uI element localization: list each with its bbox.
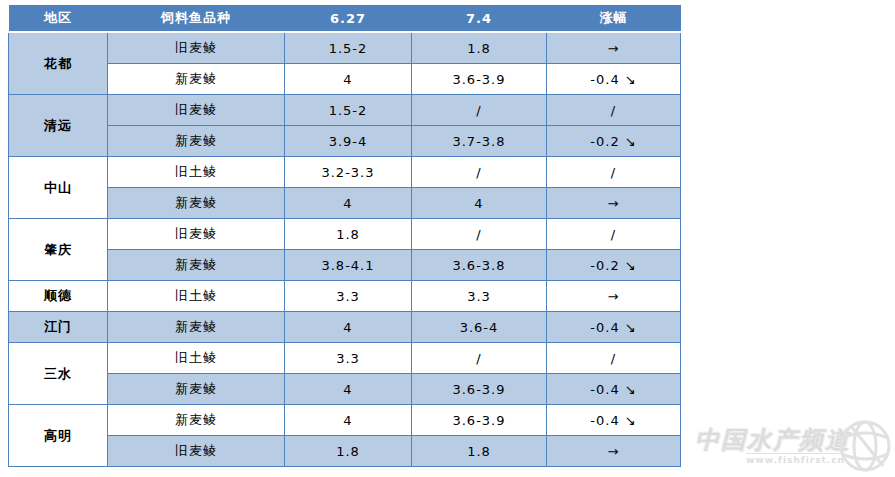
table-row: 肇庆旧麦鲮1.8// [9,219,681,250]
price-627-cell: 1.5-2 [285,32,412,64]
price-627-cell: 1.5-2 [285,95,412,126]
price-74-cell: 3.6-3.9 [412,64,547,95]
variety-cell: 新麦鲮 [108,126,285,157]
price-74-cell: 4 [412,188,547,219]
table-row: 中山旧土鲮3.2-3.3// [9,157,681,188]
change-cell: -0.2 ↘ [547,126,681,157]
price-74-cell: 1.8 [412,32,547,64]
price-627-cell: 4 [285,374,412,405]
fish-price-table: 地区 饲料鱼品种 6.27 7.4 涨幅 花都旧麦鲮1.5-21.8→新麦鲮43… [8,5,681,467]
region-cell: 肇庆 [9,219,108,281]
variety-cell: 新麦鲮 [108,250,285,281]
watermark: 中国水产频道 www.fishfirst.cn [695,418,893,474]
table-row: 江门新麦鲮43.6-4-0.4 ↘ [9,312,681,343]
price-627-cell: 3.2-3.3 [285,157,412,188]
table-row: 新麦鲮44→ [9,188,681,219]
change-cell: -0.4 ↘ [547,405,681,436]
price-627-cell: 4 [285,188,412,219]
table-row: 新麦鲮43.6-3.9-0.4 ↘ [9,64,681,95]
col-header-change: 涨幅 [547,5,681,32]
variety-cell: 旧麦鲮 [108,219,285,250]
region-cell: 中山 [9,157,108,219]
variety-cell: 旧麦鲮 [108,436,285,467]
price-74-cell: 3.6-3.9 [412,405,547,436]
watermark-url: www.fishfirst.cn [746,453,845,465]
region-cell: 顺德 [9,281,108,312]
variety-cell: 新麦鲮 [108,188,285,219]
change-cell: → [547,32,681,64]
variety-cell: 新麦鲮 [108,64,285,95]
table-row: 旧麦鲮1.81.8→ [9,436,681,467]
variety-cell: 旧土鲮 [108,281,285,312]
globe-icon [837,418,893,474]
region-cell: 江门 [9,312,108,343]
variety-cell: 旧麦鲮 [108,32,285,64]
price-627-cell: 4 [285,64,412,95]
price-74-cell: 3.7-3.8 [412,126,547,157]
variety-cell: 新麦鲮 [108,374,285,405]
price-74-cell: / [412,343,547,374]
region-cell: 清远 [9,95,108,157]
price-74-cell: / [412,219,547,250]
page: 地区 饲料鱼品种 6.27 7.4 涨幅 花都旧麦鲮1.5-21.8→新麦鲮43… [0,0,895,477]
table-row: 清远旧麦鲮1.5-2// [9,95,681,126]
change-cell: -0.4 ↘ [547,312,681,343]
change-cell: / [547,157,681,188]
price-74-cell: / [412,95,547,126]
region-cell: 花都 [9,32,108,95]
price-627-cell: 3.9-4 [285,126,412,157]
price-627-cell: 1.8 [285,219,412,250]
variety-cell: 旧麦鲮 [108,95,285,126]
col-header-date-74: 7.4 [412,5,547,32]
price-74-cell: 3.6-3.9 [412,374,547,405]
watermark-text-block: 中国水产频道 www.fishfirst.cn [695,428,851,465]
col-header-region: 地区 [9,5,108,32]
change-cell: -0.4 ↘ [547,374,681,405]
price-74-cell: 3.6-4 [412,312,547,343]
table-row: 顺德旧土鲮3.33.3→ [9,281,681,312]
change-cell: → [547,188,681,219]
table-row: 新麦鲮3.9-43.7-3.8-0.2 ↘ [9,126,681,157]
table-row: 花都旧麦鲮1.5-21.8→ [9,32,681,64]
price-74-cell: 1.8 [412,436,547,467]
price-627-cell: 4 [285,405,412,436]
variety-cell: 新麦鲮 [108,405,285,436]
change-cell: -0.2 ↘ [547,250,681,281]
price-74-cell: 3.6-3.8 [412,250,547,281]
price-627-cell: 3.8-4.1 [285,250,412,281]
price-627-cell: 4 [285,312,412,343]
header-row: 地区 饲料鱼品种 6.27 7.4 涨幅 [9,5,681,32]
col-header-variety: 饲料鱼品种 [108,5,285,32]
change-cell: -0.4 ↘ [547,64,681,95]
price-627-cell: 1.8 [285,436,412,467]
region-cell: 三水 [9,343,108,405]
change-cell: → [547,436,681,467]
col-header-date-627: 6.27 [285,5,412,32]
price-74-cell: 3.3 [412,281,547,312]
change-cell: / [547,95,681,126]
region-cell: 高明 [9,405,108,467]
change-cell: / [547,219,681,250]
change-cell: / [547,343,681,374]
variety-cell: 旧土鲮 [108,157,285,188]
price-627-cell: 3.3 [285,281,412,312]
variety-cell: 新麦鲮 [108,312,285,343]
change-cell: → [547,281,681,312]
variety-cell: 旧土鲮 [108,343,285,374]
price-627-cell: 3.3 [285,343,412,374]
table-row: 三水旧土鲮3.3// [9,343,681,374]
price-74-cell: / [412,157,547,188]
table-row: 新麦鲮43.6-3.9-0.4 ↘ [9,374,681,405]
table-row: 新麦鲮3.8-4.13.6-3.8-0.2 ↘ [9,250,681,281]
table-row: 高明新麦鲮43.6-3.9-0.4 ↘ [9,405,681,436]
watermark-title: 中国水产频道 [695,428,851,452]
